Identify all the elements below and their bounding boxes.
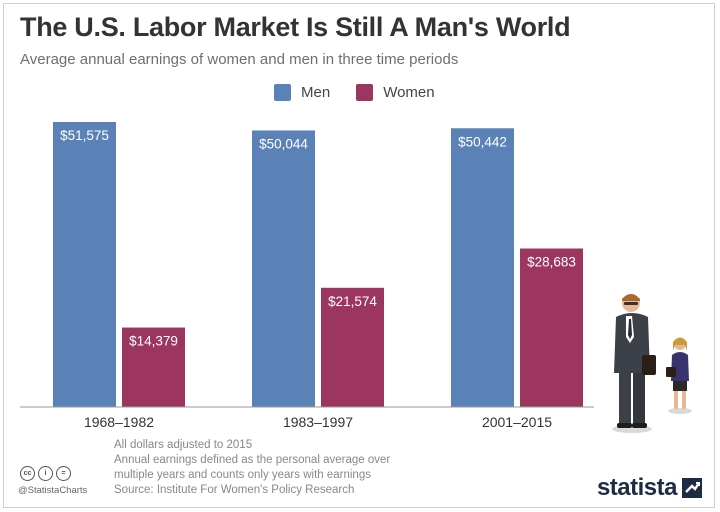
statista-logo[interactable]: statista bbox=[597, 474, 702, 502]
bar-men-2 bbox=[451, 128, 514, 408]
note-adjusted: All dollars adjusted to 2015 bbox=[114, 439, 253, 451]
attribution-icon: i bbox=[38, 466, 53, 481]
social-handle: @StatistaCharts bbox=[18, 485, 88, 496]
no-derivatives-icon: = bbox=[56, 466, 71, 481]
footnotes: All dollars adjusted to 2015 Annual earn… bbox=[114, 438, 390, 498]
brand-mark-icon bbox=[682, 478, 702, 498]
people-illustration bbox=[612, 294, 692, 433]
brand-wordmark: statista bbox=[596, 474, 678, 501]
bar-women-2 bbox=[520, 248, 583, 407]
bar-women-1 bbox=[321, 287, 384, 407]
legend: Men Women bbox=[274, 84, 461, 101]
legend-swatch-men bbox=[274, 84, 291, 101]
bar-chart: $51,575 $14,379 1968–1982 $50,044 $21,574 198… bbox=[20, 122, 594, 430]
data-label-women-1: $21,574 bbox=[328, 294, 377, 309]
data-label-men-0: $51,575 bbox=[60, 128, 109, 143]
note-definition-1: Annual earnings defined as the personal … bbox=[114, 454, 391, 466]
cc-icon: cc bbox=[20, 466, 35, 481]
data-label-women-2: $28,683 bbox=[527, 254, 576, 269]
bar-men-1 bbox=[252, 130, 315, 407]
license-icons: cc i = bbox=[20, 466, 74, 481]
x-tick-label-2: 2001–2015 bbox=[482, 414, 552, 430]
x-tick-label-0: 1968–1982 bbox=[84, 414, 154, 430]
chart-subtitle: Average annual earnings of women and men… bbox=[20, 51, 459, 68]
legend-item-women: Women bbox=[356, 84, 435, 101]
bar-men-0 bbox=[53, 122, 116, 407]
note-source: Source: Institute For Women's Policy Res… bbox=[114, 484, 355, 496]
legend-swatch-women bbox=[356, 84, 374, 101]
legend-label-women: Women bbox=[383, 84, 435, 101]
x-tick-label-1: 1983–1997 bbox=[283, 414, 353, 430]
chart-title: The U.S. Labor Market Is Still A Man's W… bbox=[20, 12, 571, 42]
bar-women-0 bbox=[122, 327, 185, 407]
note-definition-2: multiple years and counts only years wit… bbox=[114, 469, 371, 481]
legend-label-men: Men bbox=[301, 84, 331, 101]
data-label-men-1: $50,044 bbox=[259, 136, 308, 151]
legend-item-men: Men bbox=[274, 84, 330, 101]
infographic: The U.S. Labor Market Is Still A Man's W… bbox=[3, 3, 715, 508]
data-label-women-0: $14,379 bbox=[129, 334, 178, 349]
data-label-men-2: $50,442 bbox=[458, 134, 507, 149]
